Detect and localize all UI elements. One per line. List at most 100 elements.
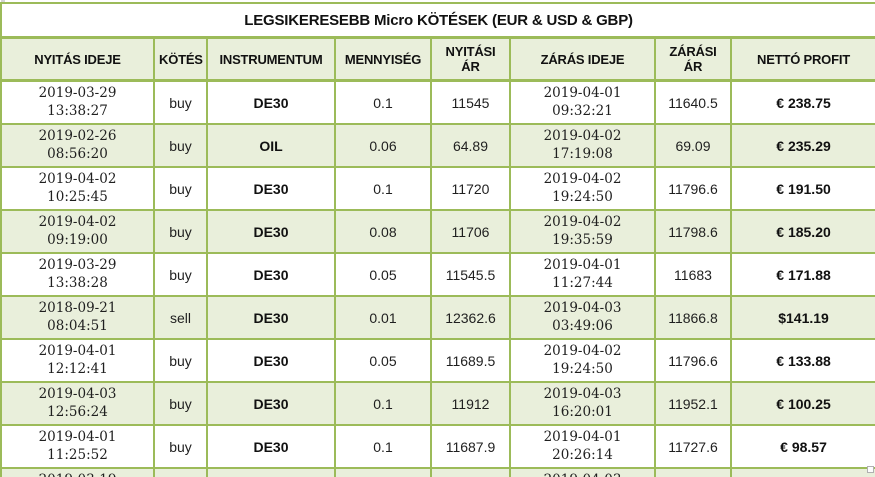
instrument-cell: DE30: [206, 424, 336, 469]
open-date: 2019-04-01: [38, 342, 117, 359]
close-time-cell: 2019-04-03 03:49:06: [509, 295, 656, 340]
quantity-cell: 0.1: [334, 424, 432, 469]
close-date: 2019-04-03: [543, 385, 622, 402]
profit-cell: € 133.88: [729, 338, 875, 383]
open-price-cell: 11687.9: [430, 424, 511, 469]
instrument-cell: OIL: [206, 123, 336, 168]
close-price-cell: 11947.1: [654, 467, 732, 477]
trade-row: 2018-09-21 08:04:51 sell DE30 0.01 12362…: [0, 295, 875, 340]
side-cell: buy: [153, 123, 208, 168]
open-date: 2019-03-29: [38, 84, 117, 101]
profit-cell: € 93.08: [729, 467, 875, 477]
open-price-cell: 11689.5: [430, 338, 511, 383]
close-price-cell: 11796.6: [654, 166, 732, 211]
close-clock: 19:24:50: [552, 360, 613, 377]
open-time-cell: 2019-03-19 14:42:22: [0, 467, 155, 477]
column-header-side: KÖTÉS: [153, 36, 208, 82]
trade-row: 2019-03-19 14:42:22 buy DE30 0.03 11823 …: [0, 467, 875, 477]
close-clock: 16:20:01: [552, 403, 613, 420]
trade-row: 2019-04-01 12:12:41 buy DE30 0.05 11689.…: [0, 338, 875, 383]
open-price-cell: 11706: [430, 209, 511, 254]
close-date: 2019-04-02: [543, 213, 622, 230]
open-time-cell: 2019-03-29 13:38:27: [0, 79, 155, 125]
open-clock: 13:38:28: [47, 274, 108, 291]
trade-row: 2019-04-02 10:25:45 buy DE30 0.1 11720 2…: [0, 166, 875, 211]
open-clock: 11:25:52: [47, 446, 108, 463]
instrument-cell: DE30: [206, 166, 336, 211]
open-clock: 09:19:00: [47, 231, 108, 248]
close-time-cell: 2019-04-03 16:20:01: [509, 381, 656, 426]
table-resize-handle[interactable]: [867, 466, 874, 473]
open-clock: 12:56:24: [47, 403, 108, 420]
close-price-cell: 69.09: [654, 123, 732, 168]
trade-row: 2019-03-29 13:38:27 buy DE30 0.1 11545 2…: [0, 79, 875, 125]
column-header-open-time: NYITÁS IDEJE: [0, 36, 155, 82]
open-price-cell: 11823: [430, 467, 511, 477]
side-cell: buy: [153, 209, 208, 254]
close-clock: 17:19:08: [552, 145, 613, 162]
close-time-cell: 2019-04-01 09:32:21: [509, 79, 656, 125]
close-date: 2019-04-02: [543, 127, 622, 144]
close-clock: 09:32:21: [552, 102, 613, 119]
side-cell: buy: [153, 381, 208, 426]
profit-cell: € 98.57: [729, 424, 875, 469]
close-time-cell: 2019-04-02 17:19:08: [509, 123, 656, 168]
close-clock: 20:26:14: [552, 446, 613, 463]
close-date: 2019-04-02: [543, 170, 622, 187]
open-date: 2018-09-21: [38, 299, 117, 316]
close-date: 2019-04-01: [543, 256, 622, 273]
table-header-row: NYITÁS IDEJE KÖTÉS INSTRUMENTUM MENNYISÉ…: [0, 36, 875, 82]
open-time-cell: 2019-04-01 11:25:52: [0, 424, 155, 469]
column-header-instrument: INSTRUMENTUM: [206, 36, 336, 82]
quantity-cell: 0.01: [334, 295, 432, 340]
quantity-cell: 0.05: [334, 252, 432, 297]
side-cell: buy: [153, 338, 208, 383]
close-date: 2019-04-01: [543, 84, 622, 101]
open-clock: 12:12:41: [47, 360, 108, 377]
trade-row: 2019-03-29 13:38:28 buy DE30 0.05 11545.…: [0, 252, 875, 297]
profit-cell: € 238.75: [729, 79, 875, 125]
open-price-cell: 12362.6: [430, 295, 511, 340]
close-clock: 19:24:50: [552, 188, 613, 205]
column-header-close-price: ZÁRÁSI ÁR: [654, 36, 732, 82]
open-time-cell: 2019-03-29 13:38:28: [0, 252, 155, 297]
quantity-cell: 0.08: [334, 209, 432, 254]
close-time-cell: 2019-04-02 19:24:50: [509, 338, 656, 383]
column-header-open-price: NYITÁSI ÁR: [430, 36, 511, 82]
open-date: 2019-04-02: [38, 213, 117, 230]
instrument-cell: DE30: [206, 79, 336, 125]
open-date: 2019-03-29: [38, 256, 117, 273]
column-header-net-profit: NETTÓ PROFIT: [729, 36, 875, 82]
open-price-cell: 11912: [430, 381, 511, 426]
quantity-cell: 0.1: [334, 381, 432, 426]
open-price-cell: 11720: [430, 166, 511, 211]
instrument-cell: DE30: [206, 381, 336, 426]
trade-row: 2019-04-01 11:25:52 buy DE30 0.1 11687.9…: [0, 424, 875, 469]
open-date: 2019-04-02: [38, 170, 117, 187]
close-date: 2019-04-03: [514, 472, 651, 477]
table-title: LEGSIKERESEBB Micro KÖTÉSEK (EUR & USD &…: [0, 2, 875, 39]
open-time-cell: 2019-04-02 10:25:45: [0, 166, 155, 211]
instrument-cell: DE30: [206, 209, 336, 254]
instrument-cell: DE30: [206, 252, 336, 297]
open-time-cell: 2019-04-03 12:56:24: [0, 381, 155, 426]
profit-cell: € 100.25: [729, 381, 875, 426]
quantity-cell: 0.06: [334, 123, 432, 168]
close-price-cell: 11796.6: [654, 338, 732, 383]
trade-row: 2019-02-26 08:56:20 buy OIL 0.06 64.89 2…: [0, 123, 875, 168]
open-time-cell: 2019-04-01 12:12:41: [0, 338, 155, 383]
open-clock: 08:04:51: [47, 317, 108, 334]
profit-cell: $141.19: [729, 295, 875, 340]
profit-cell: € 185.20: [729, 209, 875, 254]
side-cell: buy: [153, 252, 208, 297]
column-header-close-time: ZÁRÁS IDEJE: [509, 36, 656, 82]
table-body: 2019-03-29 13:38:27 buy DE30 0.1 11545 2…: [0, 79, 875, 477]
open-clock: 13:38:27: [47, 102, 108, 119]
quantity-cell: 0.03: [334, 467, 432, 477]
open-time-cell: 2019-02-26 08:56:20: [0, 123, 155, 168]
side-cell: buy: [153, 467, 208, 477]
side-cell: sell: [153, 295, 208, 340]
open-clock: 08:56:20: [47, 145, 108, 162]
close-price-cell: 11798.6: [654, 209, 732, 254]
